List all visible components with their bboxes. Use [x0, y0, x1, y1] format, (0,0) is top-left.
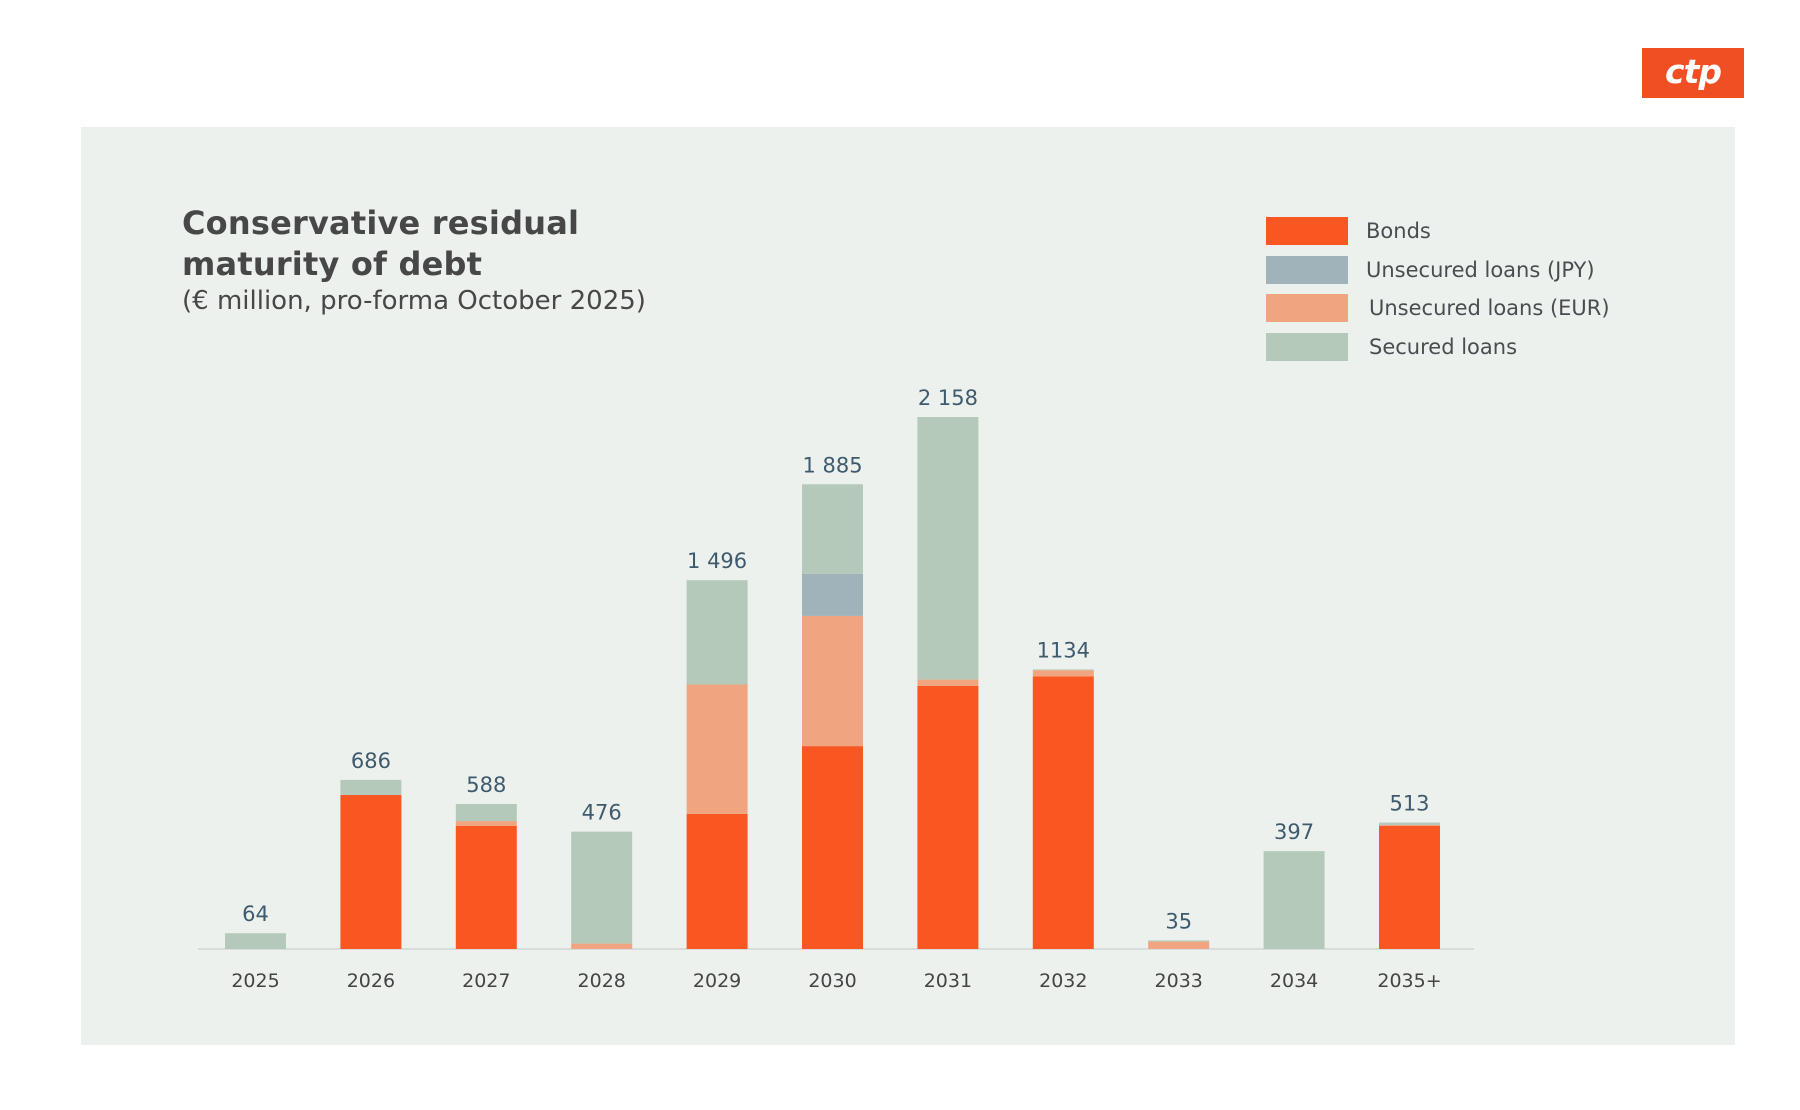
x-tick-label-2025: 2025	[231, 970, 279, 992]
total-label-2035: 513	[1389, 792, 1429, 816]
x-tick-label-2034: 2034	[1270, 970, 1318, 992]
total-label-2034: 397	[1274, 820, 1314, 844]
x-tick-label-2030: 2030	[808, 970, 856, 992]
bar-secured-loans-2026	[340, 779, 402, 795]
total-label-2031: 2 158	[918, 386, 978, 410]
x-tick-label-2029: 2029	[693, 970, 741, 992]
bar-bonds-2035	[1379, 825, 1440, 949]
logo-text: ctp	[1665, 51, 1722, 91]
labels-group: 64 2025 686 2026 588 2027 476 2028 1 496 2029 1 88…	[231, 386, 1441, 992]
bar-unsecured-loans-jpy-2030	[802, 573, 863, 616]
bar-bonds-2027	[455, 825, 517, 949]
bar-unsecured-loans-eur-2027	[455, 821, 517, 826]
bar-secured-loans-2028	[571, 831, 633, 944]
x-tick-label-2026: 2026	[347, 970, 395, 992]
bar-unsecured-loans-eur-2029	[686, 684, 748, 814]
total-label-2033: 35	[1165, 909, 1192, 933]
legend-item-secured: Secured loans	[1266, 333, 1517, 361]
legend-item-unsecured-eur: Unsecured loans (EUR)	[1266, 294, 1610, 322]
bar-secured-loans-2025	[225, 933, 286, 949]
bar-unsecured-loans-eur-2028	[571, 943, 633, 949]
bar-secured-loans-2035	[1379, 822, 1440, 825]
bar-unsecured-loans-eur-2031	[917, 679, 979, 686]
ctp-logo: ctp	[1642, 48, 1744, 98]
x-tick-label-2035: 2035+	[1377, 970, 1441, 992]
legend-label-unsecured-jpy: Unsecured loans (JPY)	[1366, 258, 1595, 282]
chart-subtitle: (€ million, pro-forma October 2025)	[182, 286, 646, 316]
legend-label-bonds: Bonds	[1366, 219, 1431, 243]
legend-swatch-unsecured-jpy	[1266, 256, 1348, 284]
total-label-2030: 1 885	[802, 453, 862, 477]
legend-swatch-bonds	[1266, 217, 1348, 245]
bars-group	[225, 417, 1440, 949]
bar-unsecured-loans-eur-2035	[1379, 825, 1440, 826]
total-label-2029: 1 496	[687, 549, 747, 573]
total-label-2026: 686	[351, 749, 391, 773]
bar-bonds-2030	[802, 746, 863, 949]
bar-secured-loans-2032	[1032, 669, 1094, 671]
x-tick-label-2033: 2033	[1155, 970, 1203, 992]
chart-title-line-1: Conservative residual	[182, 204, 580, 242]
bar-secured-loans-2027	[455, 804, 517, 822]
legend-swatch-unsecured-eur	[1266, 294, 1348, 322]
bar-secured-loans-2030	[802, 484, 863, 574]
x-tick-label-2032: 2032	[1039, 970, 1087, 992]
x-tick-label-2028: 2028	[578, 970, 626, 992]
x-tick-label-2031: 2031	[924, 970, 972, 992]
chart-title: Conservative residual maturity of debt	[182, 203, 579, 285]
bar-secured-loans-2034	[1263, 851, 1325, 949]
bar-unsecured-loans-eur-2032	[1032, 670, 1094, 677]
legend-label-secured: Secured loans	[1369, 335, 1518, 359]
total-label-2027: 588	[466, 773, 506, 797]
bar-secured-loans-2033	[1148, 940, 1210, 942]
legend-item-unsecured-jpy: Unsecured loans (JPY)	[1266, 256, 1595, 284]
bar-secured-loans-2031	[917, 417, 979, 680]
legend-label-unsecured-eur: Unsecured loans (EUR)	[1369, 296, 1610, 320]
legend-swatch-secured	[1266, 333, 1348, 361]
bar-unsecured-loans-eur-2033	[1148, 941, 1210, 949]
bar-bonds-2026	[340, 794, 402, 949]
chart-title-line-2: maturity of debt	[182, 245, 483, 283]
bar-unsecured-loans-eur-2030	[802, 615, 863, 747]
bar-bonds-2029	[686, 813, 748, 949]
bar-bonds-2031	[917, 685, 979, 949]
total-label-2028: 476	[582, 801, 622, 825]
total-label-2025: 64	[242, 902, 269, 926]
bar-secured-loans-2029	[686, 580, 748, 685]
legend-item-bonds: Bonds	[1266, 217, 1431, 245]
total-label-2032: 1134	[1037, 638, 1090, 662]
x-tick-label-2027: 2027	[462, 970, 510, 992]
bar-bonds-2032	[1032, 676, 1094, 949]
